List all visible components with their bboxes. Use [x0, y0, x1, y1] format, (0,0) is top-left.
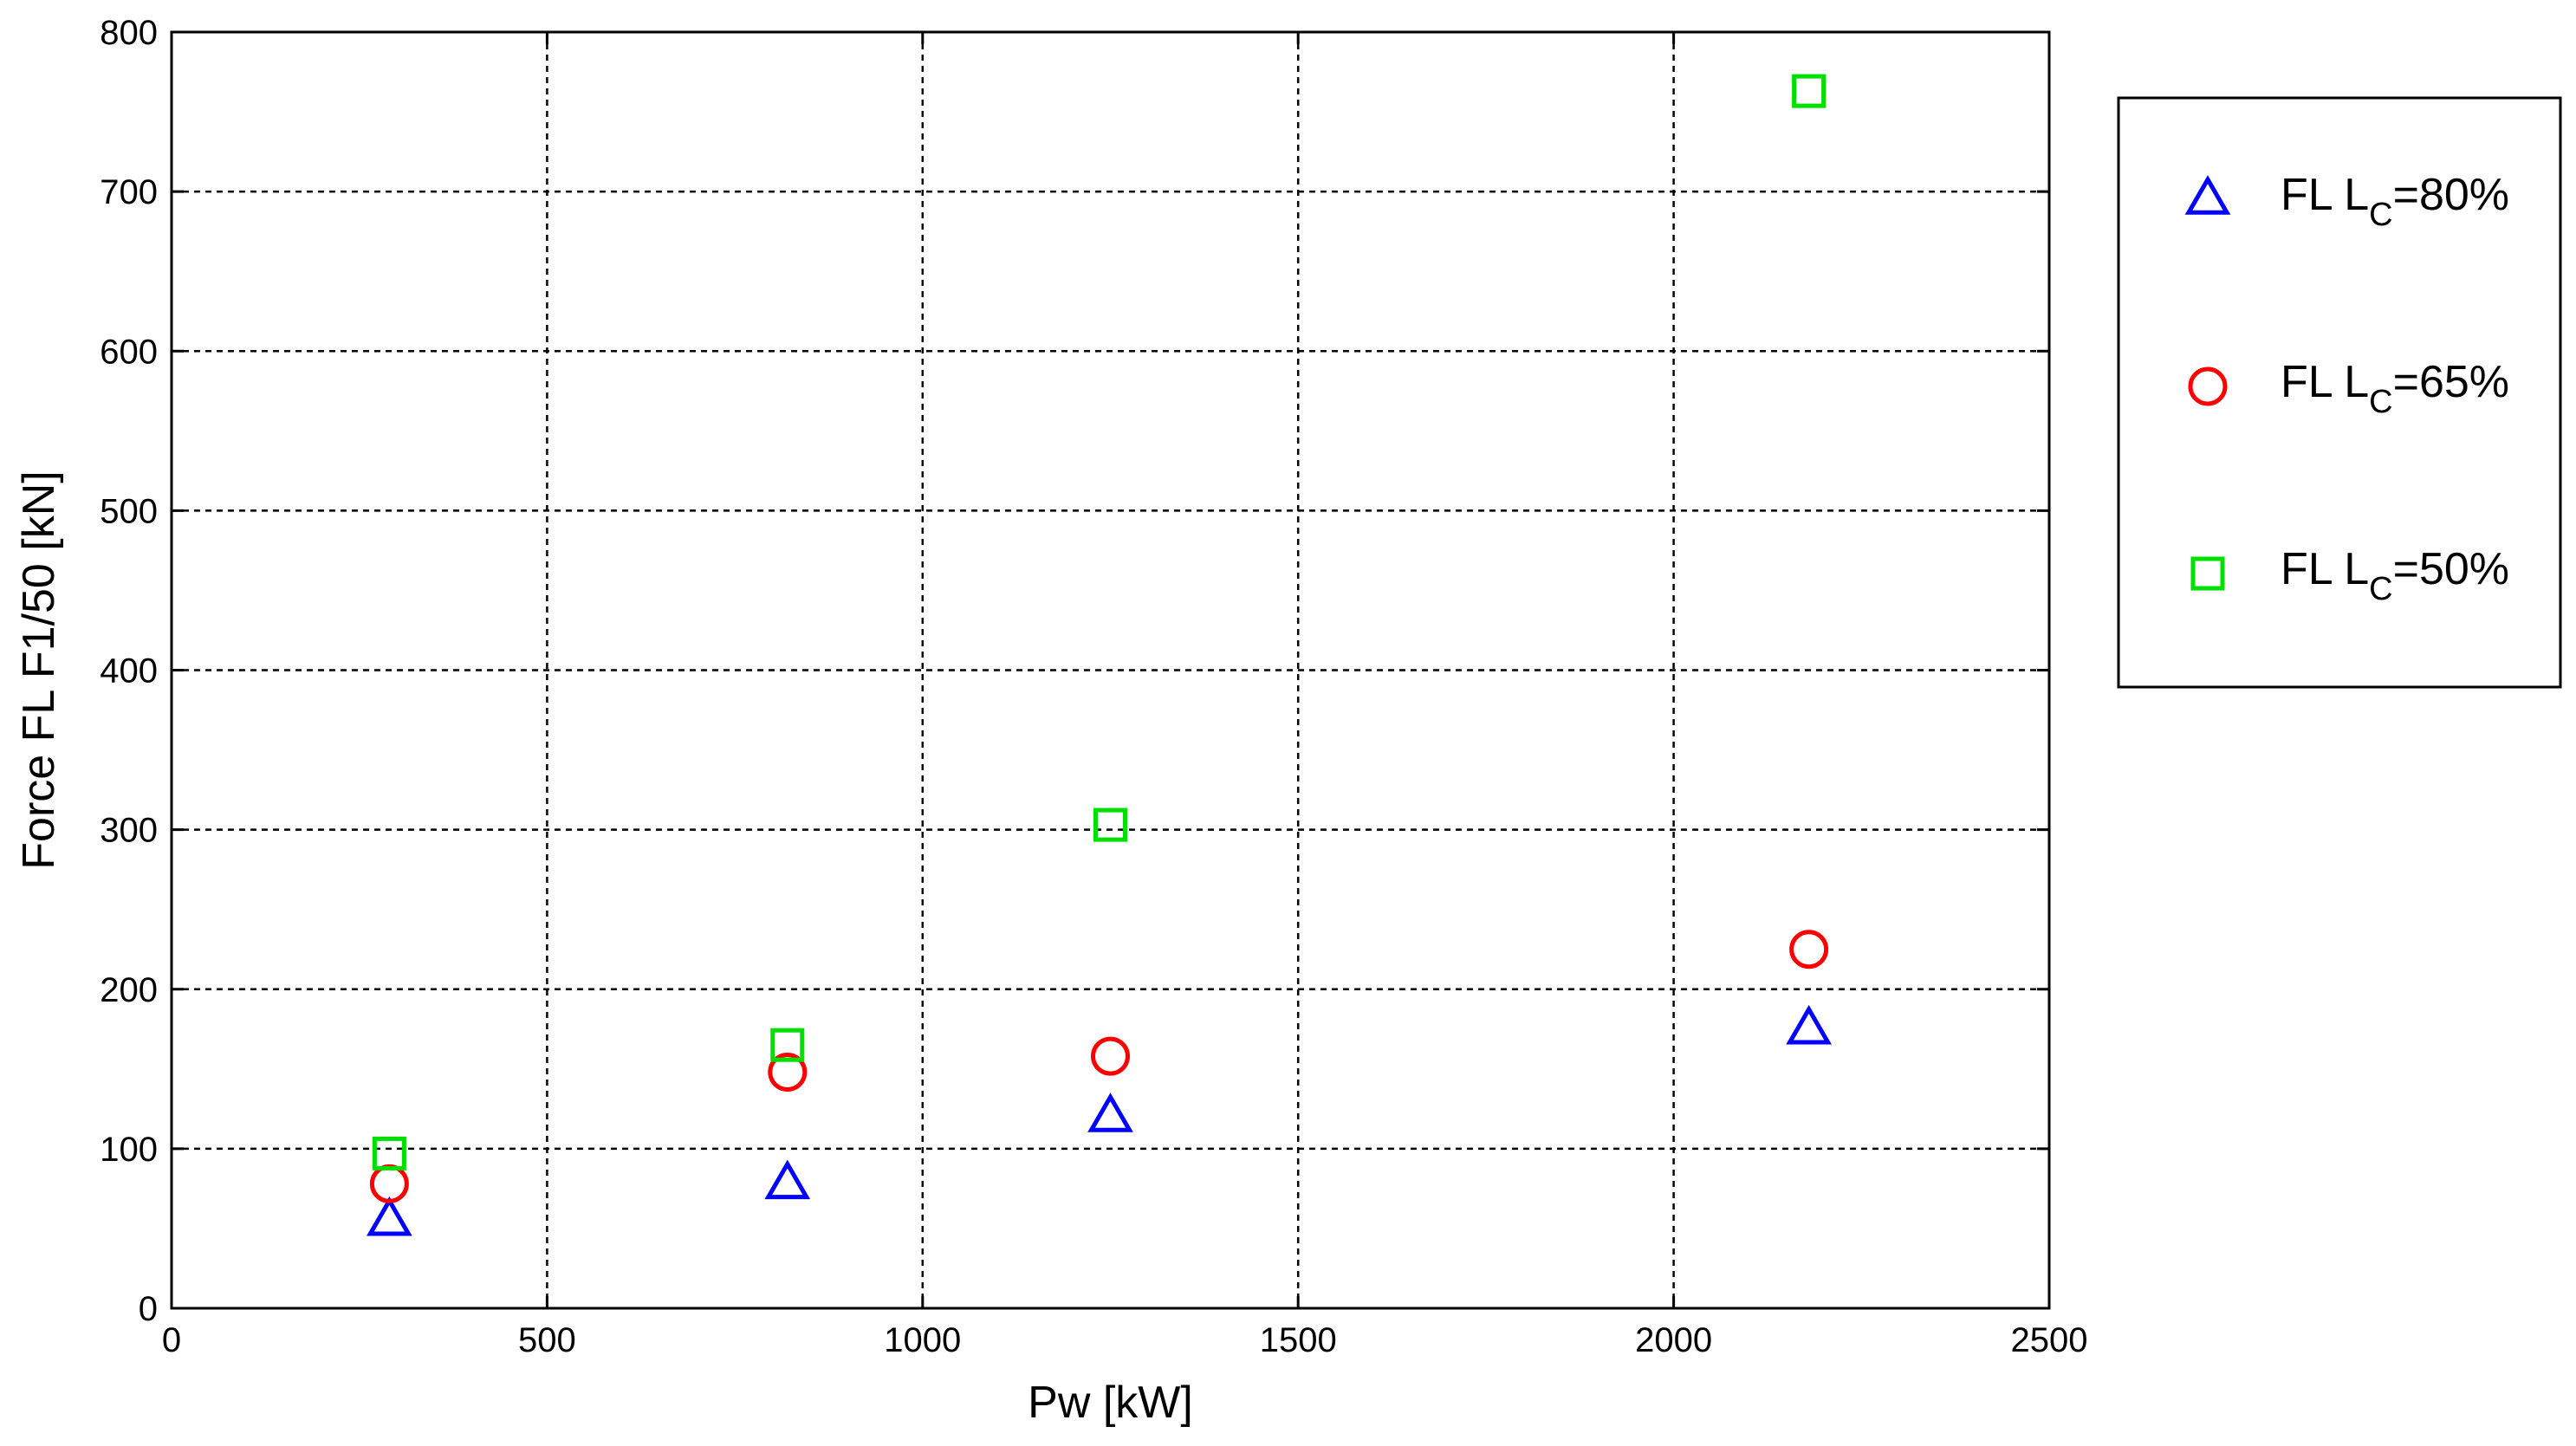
- series-1: [369, 930, 1829, 1203]
- y-tick-label: 800: [100, 14, 158, 52]
- data-point-circle: [369, 1164, 409, 1203]
- legend-label-subscript: C: [2369, 197, 2392, 233]
- y-axis-label: Force FL F1/50 [kN]: [14, 470, 64, 869]
- legend-label-suffix: =80%: [2393, 170, 2509, 220]
- legend-marker-triangle: [2184, 175, 2231, 215]
- data-point-square: [1093, 807, 1127, 842]
- legend-label-suffix: =50%: [2393, 544, 2509, 594]
- legend-label-name: FL L: [2281, 357, 2369, 407]
- legend-label-subscript: C: [2369, 384, 2392, 420]
- x-tick-label: 2500: [2011, 1321, 2088, 1359]
- y-tick-label: 400: [100, 652, 158, 691]
- data-point-triangle: [1087, 1093, 1133, 1132]
- grid-layer: [172, 32, 2049, 1308]
- y-axis-ticks: 0 100 200 300 400 500 600 700 800: [100, 14, 2049, 1328]
- legend-label: FL LC=80%: [2281, 170, 2509, 233]
- y-tick-label: 600: [100, 333, 158, 371]
- legend-label: FL LC=50%: [2281, 544, 2509, 607]
- y-tick-label: 0: [139, 1290, 158, 1328]
- legend-label-suffix: =65%: [2393, 357, 2509, 407]
- series-2: [372, 74, 1827, 1170]
- data-point-square: [372, 1136, 406, 1170]
- x-axis-ticks: 0 500 1000 1500 2000 2500: [162, 32, 2088, 1359]
- y-tick-label: 300: [100, 812, 158, 850]
- x-tick-label: 2000: [1635, 1321, 1712, 1359]
- x-axis-label: Pw [kW]: [1028, 1378, 1193, 1428]
- data-point-triangle: [764, 1159, 811, 1200]
- data-point-circle: [1091, 1036, 1130, 1076]
- data-points: [367, 74, 1832, 1236]
- legend-marker-square: [2190, 556, 2225, 591]
- x-tick-label: 500: [518, 1321, 576, 1359]
- data-point-square: [1792, 74, 1827, 108]
- y-tick-label: 500: [100, 492, 158, 530]
- legend-label-name: FL L: [2281, 170, 2369, 220]
- legend: FL LC=80%FL LC=65%FL LC=50%: [2117, 96, 2562, 689]
- series-0: [367, 1004, 1832, 1236]
- legend-marker-circle: [2188, 366, 2228, 406]
- data-point-circle: [768, 1052, 808, 1092]
- legend-entries: FL LC=80%FL LC=65%FL LC=50%: [2184, 170, 2509, 607]
- data-point-square: [770, 1028, 805, 1062]
- y-tick-label: 100: [100, 1131, 158, 1169]
- legend-label: FL LC=65%: [2281, 357, 2509, 420]
- data-point-triangle: [367, 1196, 412, 1236]
- data-point-circle: [1789, 930, 1829, 969]
- x-tick-label: 1000: [884, 1321, 961, 1359]
- x-tick-label: 1500: [1260, 1321, 1337, 1359]
- x-tick-label: 0: [162, 1321, 181, 1359]
- y-tick-label: 700: [100, 173, 158, 211]
- legend-label-subscript: C: [2369, 571, 2392, 607]
- y-tick-label: 200: [100, 971, 158, 1009]
- data-point-triangle: [1786, 1004, 1832, 1045]
- legend-label-name: FL L: [2281, 544, 2369, 594]
